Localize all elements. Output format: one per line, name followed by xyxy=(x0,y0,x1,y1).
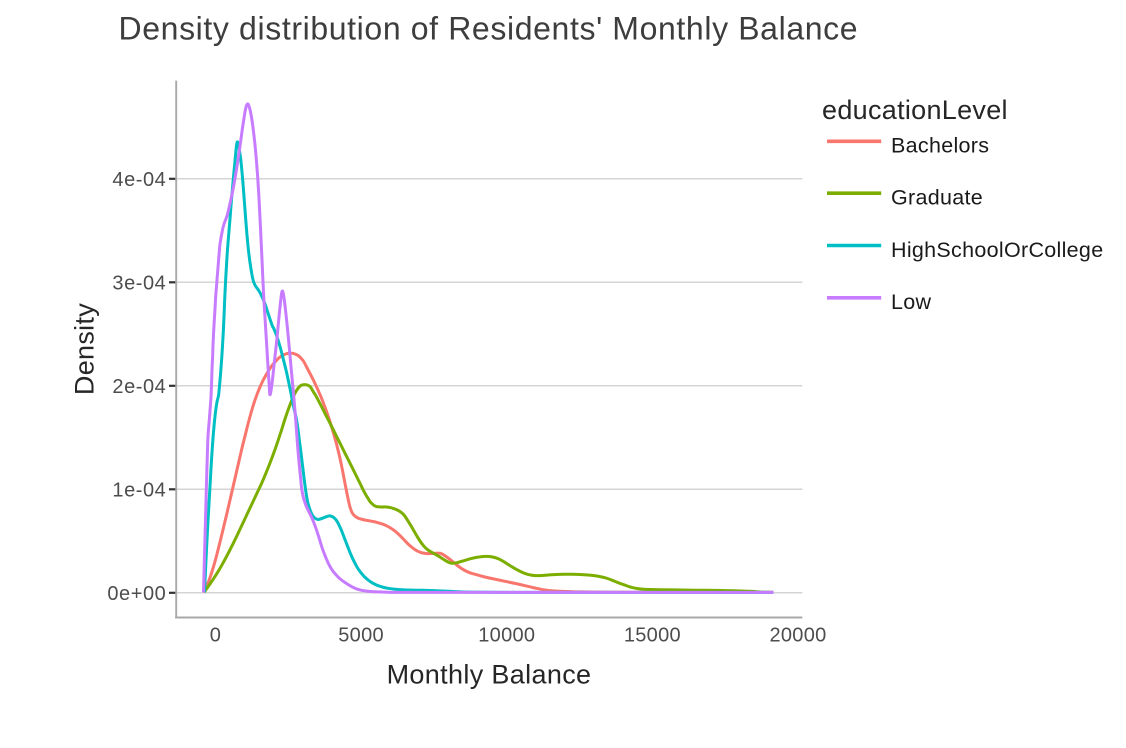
svg-text:0e+00: 0e+00 xyxy=(107,583,166,605)
svg-text:Low: Low xyxy=(891,290,932,314)
svg-text:Bachelors: Bachelors xyxy=(891,134,989,158)
svg-text:HighSchoolOrCollege: HighSchoolOrCollege xyxy=(891,238,1103,262)
svg-text:2e-04: 2e-04 xyxy=(112,376,166,398)
svg-text:5000: 5000 xyxy=(338,625,384,647)
svg-text:educationLevel: educationLevel xyxy=(822,95,1008,125)
svg-text:4e-04: 4e-04 xyxy=(112,169,166,191)
svg-text:Monthly Balance: Monthly Balance xyxy=(387,660,592,690)
svg-text:Graduate: Graduate xyxy=(891,186,983,210)
svg-text:1e-04: 1e-04 xyxy=(112,480,166,502)
svg-text:0: 0 xyxy=(210,625,221,647)
svg-text:Density: Density xyxy=(69,303,99,395)
svg-text:20000: 20000 xyxy=(769,625,826,647)
svg-text:Density distribution of Reside: Density distribution of Residents' Month… xyxy=(119,11,859,47)
svg-text:15000: 15000 xyxy=(624,625,681,647)
svg-text:3e-04: 3e-04 xyxy=(112,273,166,295)
svg-text:10000: 10000 xyxy=(478,625,535,647)
